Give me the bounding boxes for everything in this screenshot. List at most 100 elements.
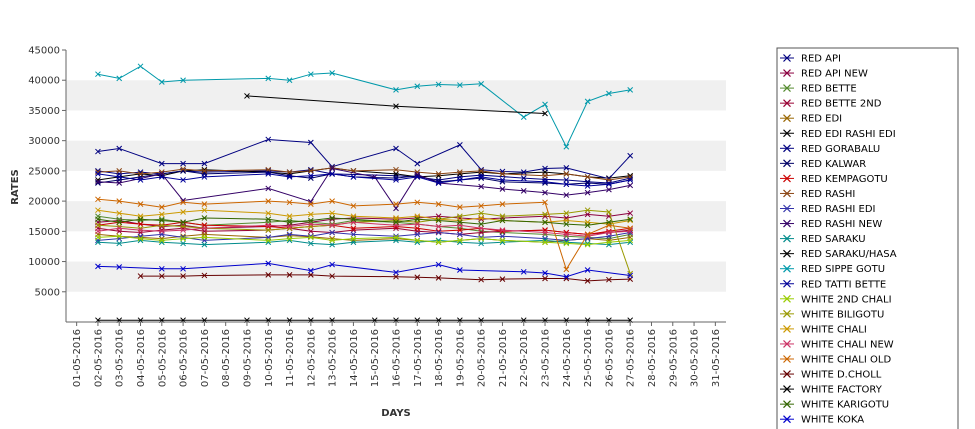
data-point: [606, 177, 612, 183]
y-tick-label: 10000: [28, 257, 60, 268]
data-point: [307, 271, 314, 278]
x-tick-label: 08-05-2016: [221, 329, 232, 387]
x-tick-label: 16-05-2016: [392, 329, 403, 387]
data-point: [265, 237, 272, 244]
series-line: [97, 65, 631, 148]
data-point: [329, 241, 335, 248]
data-point: [478, 80, 485, 87]
legend-item: WHITE BILIGOTU: [780, 309, 884, 320]
data-point: [393, 87, 399, 93]
data-point: [350, 225, 357, 232]
data-point: [393, 219, 399, 226]
x-tick-label: 31-05-2016: [711, 329, 722, 387]
legend-item: RED RASHI: [780, 189, 855, 200]
legend-marker: [783, 159, 791, 168]
data-point: [329, 237, 335, 244]
data-point: [137, 235, 144, 242]
data-point: [265, 216, 272, 223]
data-point: [478, 175, 485, 181]
data-point: [116, 174, 123, 180]
data-point: [627, 216, 634, 223]
data-point: [478, 225, 485, 232]
data-point: [520, 175, 527, 181]
data-point: [584, 98, 591, 105]
data-point: [265, 210, 272, 217]
data-point: [457, 177, 463, 183]
data-point: [95, 216, 101, 223]
data-point: [627, 229, 634, 236]
data-point: [478, 168, 485, 174]
legend-marker: [783, 415, 791, 424]
legend-item: RED BETTE 2ND: [780, 99, 882, 110]
x-tick-label: 06-05-2016: [179, 329, 190, 387]
data-point: [137, 63, 144, 70]
data-point: [158, 237, 165, 244]
legend-label: RED KALWAR: [801, 159, 866, 170]
x-tick-label: 15-05-2016: [370, 329, 381, 387]
data-point: [137, 233, 144, 240]
legend-label: RED EDI: [801, 114, 842, 125]
legend-label: WHITE D.CHOLL: [801, 370, 882, 381]
data-point: [201, 215, 208, 221]
data-point: [499, 186, 506, 192]
data-point: [393, 201, 399, 207]
legend-marker: [783, 114, 791, 123]
legend-item: RED RASHI EDI: [780, 204, 876, 215]
data-point: [286, 213, 293, 220]
data-point: [265, 227, 272, 233]
data-point: [606, 90, 612, 97]
series-line: [97, 209, 631, 274]
series-line: [97, 221, 631, 235]
x-tick-label: 20-05-2016: [477, 329, 488, 387]
data-point: [478, 240, 485, 247]
legend-label: RED BETTE 2ND: [801, 99, 882, 110]
data-point: [393, 205, 399, 212]
data-point: [307, 228, 314, 235]
data-point: [329, 273, 335, 279]
legend-marker: [783, 400, 791, 409]
data-point: [137, 227, 144, 233]
legend-box: [776, 47, 959, 429]
data-point: [307, 211, 314, 218]
series-line: [97, 167, 631, 181]
data-point: [584, 222, 591, 229]
plot-background: [66, 50, 726, 322]
data-point: [137, 177, 144, 183]
data-point: [499, 217, 506, 224]
data-point: [414, 169, 421, 175]
data-point: [180, 209, 186, 215]
data-point: [393, 215, 399, 221]
legend-label: RED BETTE: [801, 84, 857, 95]
data-point: [520, 114, 527, 120]
legend-marker: [783, 249, 791, 258]
legend-marker: [783, 370, 791, 378]
data-point: [584, 278, 591, 284]
data-point: [478, 203, 485, 209]
data-point: [201, 168, 208, 174]
y-tick-label: 15000: [28, 227, 60, 238]
data-point: [201, 241, 208, 248]
data-point: [627, 182, 634, 189]
data-point: [563, 231, 570, 238]
data-point: [307, 240, 314, 247]
x-tick-label: 18-05-2016: [434, 329, 445, 387]
data-point: [350, 216, 357, 223]
y-tick-label: 25000: [28, 166, 60, 177]
data-point: [95, 178, 101, 185]
y-tick-label: 45000: [28, 46, 60, 57]
legend-marker: [783, 309, 791, 318]
data-point: [584, 240, 591, 247]
legend-marker: [783, 84, 791, 93]
grid-band: [66, 80, 726, 111]
x-tick-label: 19-05-2016: [455, 329, 466, 387]
data-point: [265, 260, 272, 267]
data-point: [201, 272, 208, 279]
x-axis-ticks: 01-05-2016 02-05-2016 03-05-2016 04-05-2016…: [72, 322, 722, 387]
data-point: [435, 201, 442, 207]
data-point: [478, 215, 485, 221]
data-point: [499, 177, 506, 183]
data-point: [584, 207, 591, 214]
x-tick-label: 07-05-2016: [200, 329, 211, 387]
data-point: [563, 171, 570, 177]
data-point: [606, 229, 612, 236]
